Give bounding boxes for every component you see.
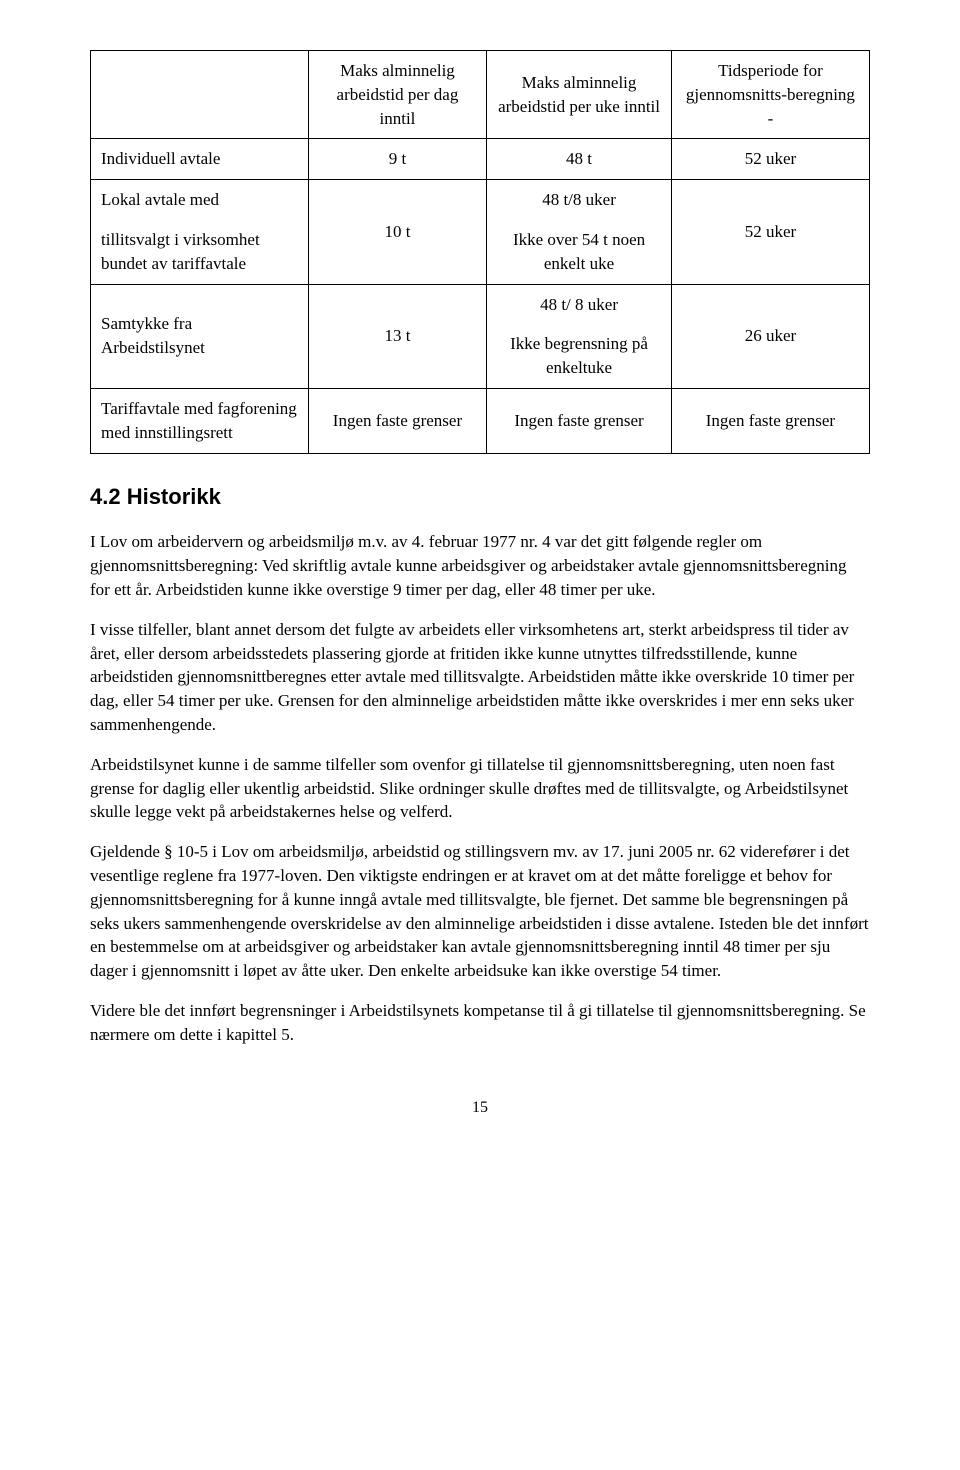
r3-c4: 26 uker [671,284,869,388]
paragraph-1: I Lov om arbeidervern og arbeidsmiljø m.… [90,530,870,601]
header-col3: Maks alminnelig arbeidstid per uke innti… [487,51,672,139]
r1-c4: 52 uker [671,139,869,180]
page-number: 15 [90,1097,870,1119]
r2-c3b: Ikke over 54 t noen enkelt uke [487,220,672,284]
r1-c1: Individuell avtale [91,139,309,180]
header-blank [91,51,309,139]
r2-c3a: 48 t/8 uker [487,180,672,220]
r1-c2: 9 t [308,139,487,180]
section-heading: 4.2 Historikk [90,482,870,513]
r3-c2: 13 t [308,284,487,388]
r1-c3: 48 t [487,139,672,180]
paragraph-4: Gjeldende § 10-5 i Lov om arbeidsmiljø, … [90,840,870,983]
paragraph-5: Videre ble det innført begrensninger i A… [90,999,870,1047]
r4-c2: Ingen faste grenser [308,388,487,453]
working-hours-table: Maks alminnelig arbeidstid per dag innti… [90,50,870,454]
r3-c1: Samtykke fra Arbeidstilsynet [91,284,309,388]
r3-c3a: 48 t/ 8 uker [487,284,672,324]
r4-c1: Tariffavtale med fagforening med innstil… [91,388,309,453]
header-col4: Tidsperiode for gjennomsnitts-beregning … [671,51,869,139]
header-col2: Maks alminnelig arbeidstid per dag innti… [308,51,487,139]
r2-c4: 52 uker [671,180,869,284]
paragraph-3: Arbeidstilsynet kunne i de samme tilfell… [90,753,870,824]
r4-c3: Ingen faste grenser [487,388,672,453]
r2-c1b: tillitsvalgt i virksomhet bundet av tari… [91,220,309,284]
r2-c1a: Lokal avtale med [91,180,309,220]
paragraph-2: I visse tilfeller, blant annet dersom de… [90,618,870,737]
r4-c4: Ingen faste grenser [671,388,869,453]
r3-c3b: Ikke begrensning på enkeltuke [487,324,672,388]
r2-c2: 10 t [308,180,487,284]
